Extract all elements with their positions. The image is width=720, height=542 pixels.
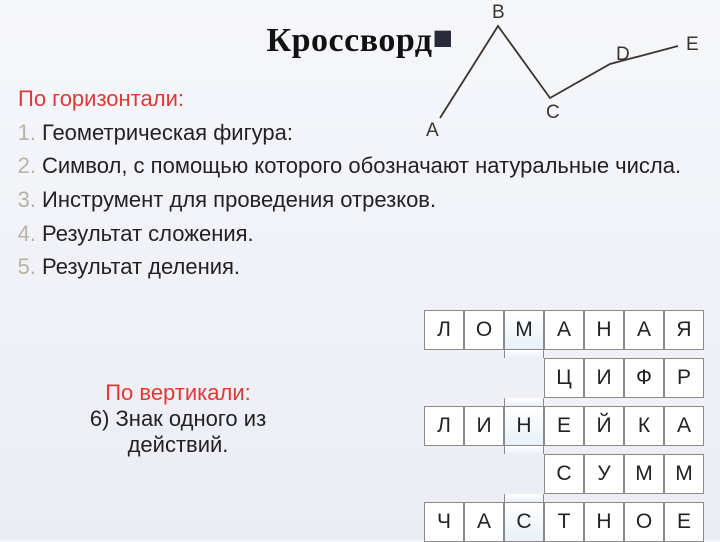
down-heading: По вертикали: [48,380,308,406]
grid-cell: Ф [624,358,664,398]
grid-cell: Л [424,406,464,446]
down-section: По вертикали: 6) Знак одного из действий… [48,380,308,458]
clue-row: 3. Инструмент для проведения отрезков. [12,185,708,215]
grid-cell: А [664,406,704,446]
grid-cell: Н [584,502,624,542]
grid-cell: И [584,358,624,398]
grid-cell: Ц [544,358,584,398]
clue-number: 4. [12,219,36,249]
clue-text: Инструмент для проведения отрезков. [42,185,708,215]
title-text: Кроссворд [266,22,432,59]
polyline-diagram: ABCDE [410,6,710,136]
grid-cell: Н [584,310,624,350]
grid-cell: Л [424,310,464,350]
grid-cell: Ч [424,502,464,542]
vertex-label-A: A [426,120,439,141]
grid-cell: А [624,310,664,350]
clue-text: Результат деления. [42,252,708,282]
clue-text: Символ, с помощью которого обозначают на… [42,151,708,181]
clue-number: 5. [12,252,36,282]
grid-cell: У [584,454,624,494]
vertex-label-E: E [686,34,699,55]
vertex-label-C: C [546,102,560,123]
vertex-label-B: B [492,2,505,23]
grid-cell: К [624,406,664,446]
clue-row: 5. Результат деления. [12,252,708,282]
clue-number: 3. [12,185,36,215]
grid-cell: М [664,454,704,494]
crossword-grid: ЛОМАНАЯЦИФРЛИНЕЙКАСУММЧАСТНОЕ [424,310,704,542]
clue-row: 2. Символ, с помощью которого обозначают… [12,151,708,181]
grid-cell: Н [504,406,544,446]
clue-number: 2. [12,151,36,181]
grid-cell: Е [544,406,584,446]
grid-cell: А [464,502,504,542]
grid-cell: Е [664,502,704,542]
grid-cell: С [504,502,544,542]
grid-cell: Т [544,502,584,542]
clue-number: 1. [12,118,36,148]
grid-cell: Й [584,406,624,446]
grid-cell: Я [664,310,704,350]
grid-cell: О [624,502,664,542]
grid-cell: М [624,454,664,494]
vertex-label-D: D [616,44,630,65]
down-clue: 6) Знак одного из действий. [48,406,308,458]
grid-cell: О [464,310,504,350]
grid-cell: Р [664,358,704,398]
clue-row: 4. Результат сложения. [12,219,708,249]
grid-cell: С [544,454,584,494]
grid-cell: И [464,406,504,446]
grid-cell: А [544,310,584,350]
grid-cell: М [504,310,544,350]
clue-text: Результат сложения. [42,219,708,249]
